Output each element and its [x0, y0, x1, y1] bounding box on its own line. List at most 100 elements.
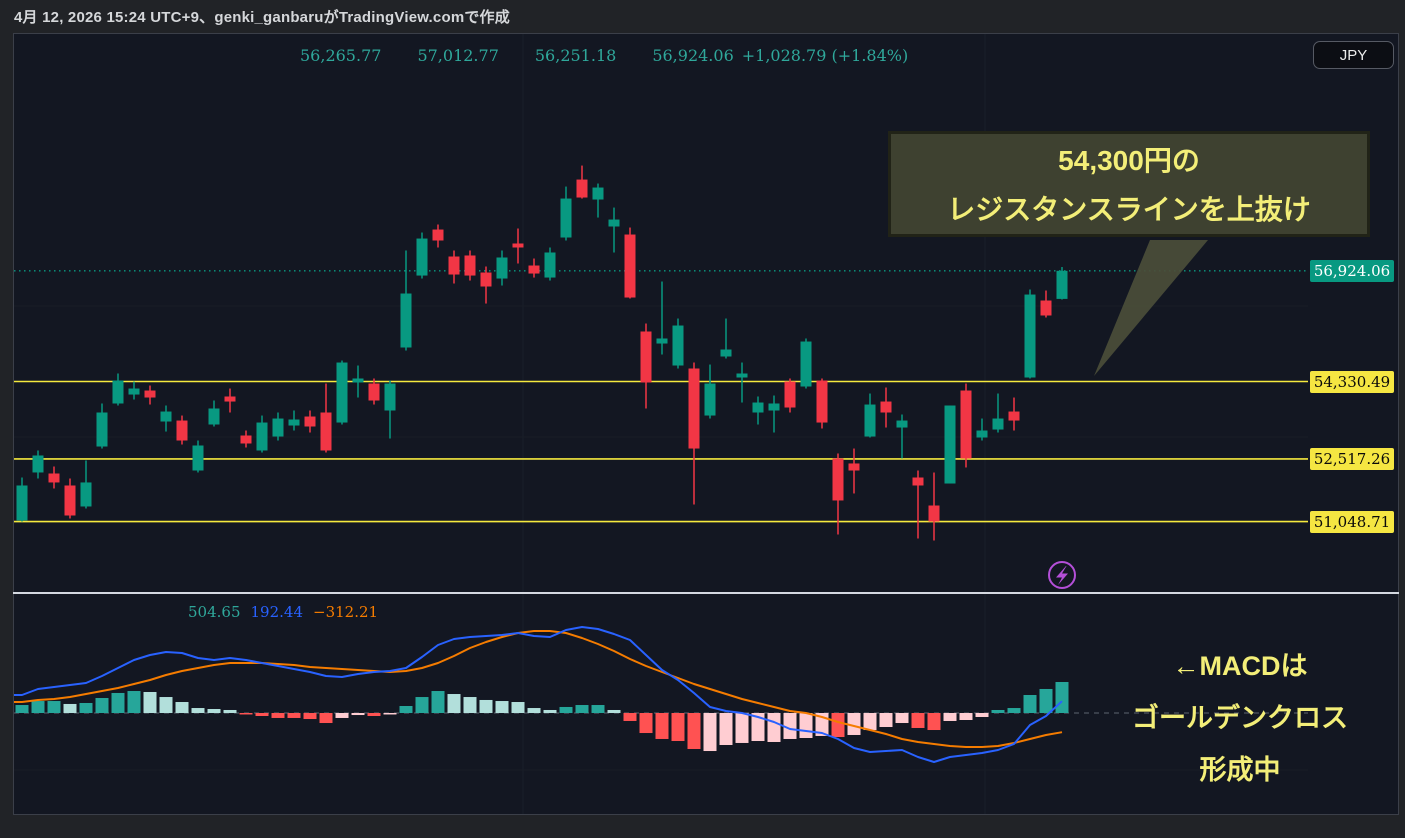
currency-toggle-button[interactable]: JPY: [1313, 41, 1394, 69]
candle-body: [656, 338, 668, 344]
candle-body: [896, 420, 908, 428]
candle-body: [464, 255, 476, 276]
macd-histogram-bar: [1023, 695, 1037, 713]
macd-histogram-bar: [31, 701, 45, 713]
macd-histogram-bar: [543, 709, 557, 713]
macd-histogram-bar: [271, 713, 285, 718]
candle-body: [384, 383, 396, 411]
macd-histogram-bar: [719, 713, 733, 746]
candle-body: [912, 477, 924, 486]
macd-histogram-bar: [527, 708, 541, 713]
macd-histogram-bar: [303, 713, 317, 720]
macd-histogram-bar: [751, 713, 765, 742]
lightning-icon[interactable]: [1048, 561, 1076, 589]
candle-body: [720, 349, 732, 357]
macd-note-line2: ゴールデンクロス: [1132, 703, 1348, 733]
candle-body: [176, 420, 188, 441]
macd-histogram-bar: [447, 694, 461, 713]
candle-body: [880, 401, 892, 413]
candle-body: [1040, 300, 1052, 316]
candle-body: [320, 412, 332, 451]
candle-body: [624, 234, 636, 298]
candle-body: [208, 408, 220, 425]
candle-body: [512, 243, 524, 248]
macd-histogram-bar: [975, 713, 989, 717]
macd-histogram-bar: [927, 713, 941, 731]
callout-pointer: [1094, 240, 1208, 376]
candle-body: [640, 331, 652, 383]
candle-body: [272, 418, 284, 437]
macd-histogram-bar: [175, 702, 189, 713]
macd-histogram-bar: [15, 705, 29, 713]
candle-body: [1056, 270, 1068, 299]
macd-histogram-bar: [879, 713, 893, 728]
candle-body: [432, 229, 444, 241]
candle-body: [960, 390, 972, 459]
macd-histogram-bar: [223, 709, 237, 713]
macd-histogram-bar: [207, 709, 221, 713]
macd-histogram-bar: [623, 713, 637, 721]
macd-histogram-bar: [351, 713, 365, 716]
candle-body: [112, 380, 124, 404]
candle-body: [144, 390, 156, 398]
macd-histogram-bar: [799, 713, 813, 738]
change-value: +1,028.79 (+1.84%): [741, 46, 909, 65]
candle-body: [192, 445, 204, 471]
candle-body: [832, 458, 844, 501]
candle-body: [560, 198, 572, 238]
macd-histogram-bar: [111, 692, 125, 713]
pane-separator[interactable]: [13, 592, 1399, 594]
candle-body: [352, 378, 364, 383]
macd-signal-value: −312.21: [313, 603, 379, 621]
candle-body: [256, 422, 268, 451]
macd-histogram-bar: [831, 713, 845, 738]
candle-body: [80, 482, 92, 507]
macd-histogram-bar: [335, 713, 349, 718]
macd-histogram-bar: [575, 705, 589, 713]
candle-body: [1008, 411, 1020, 421]
macd-histogram-bar: [143, 691, 157, 713]
macd-histogram-bar: [735, 713, 749, 743]
open-value: 56,265.77: [300, 46, 382, 65]
macd-histogram-bar: [239, 713, 253, 715]
macd-histogram-bar: [959, 713, 973, 721]
close-value: 56,924.06: [652, 46, 734, 65]
macd-histogram-bar: [255, 713, 269, 717]
candle-body: [416, 238, 428, 276]
macd-histogram-bar: [655, 713, 669, 739]
callout-line1: 54,300円の: [1058, 145, 1200, 176]
support-price-label-1: 52,517.26: [1310, 448, 1394, 470]
macd-histogram-value: 504.65: [188, 603, 241, 621]
macd-histogram-bar: [767, 713, 781, 742]
candle-body: [544, 252, 556, 278]
macd-histogram-bar: [847, 713, 861, 735]
macd-histogram-bar: [863, 713, 877, 731]
candle-body: [64, 485, 76, 516]
low-value: 56,251.18: [534, 46, 617, 65]
chart-timestamp-attribution: 4月 12, 2026 15:24 UTC+9、genki_ganbaruがTr…: [14, 9, 510, 26]
candle-body: [304, 416, 316, 427]
macd-golden-cross-note: ←MACDは ゴールデンクロス 形成中: [1095, 640, 1385, 796]
macd-histogram-bar: [1039, 688, 1053, 713]
current-price-label: 56,924.06: [1310, 260, 1394, 282]
candle-body: [224, 396, 236, 402]
macd-histogram-bar: [63, 703, 77, 713]
macd-histogram-bar: [895, 713, 909, 724]
candle-body: [800, 341, 812, 387]
candle-body: [592, 187, 604, 200]
candle-body: [528, 265, 540, 274]
candle-body: [848, 463, 860, 471]
candle-body: [496, 257, 508, 279]
candle-body: [288, 419, 300, 426]
candle-body: [784, 381, 796, 408]
macd-histogram-bar: [591, 705, 605, 713]
candle-body: [128, 388, 140, 395]
top-attribution-bar: 4月 12, 2026 15:24 UTC+9、genki_ganbaruがTr…: [0, 0, 1405, 33]
candle-body: [576, 179, 588, 198]
macd-note-line3: 形成中: [1199, 755, 1281, 785]
macd-histogram-bar: [431, 691, 445, 713]
candle-body: [864, 404, 876, 437]
candle-body: [752, 402, 764, 413]
candle-body: [944, 405, 956, 484]
